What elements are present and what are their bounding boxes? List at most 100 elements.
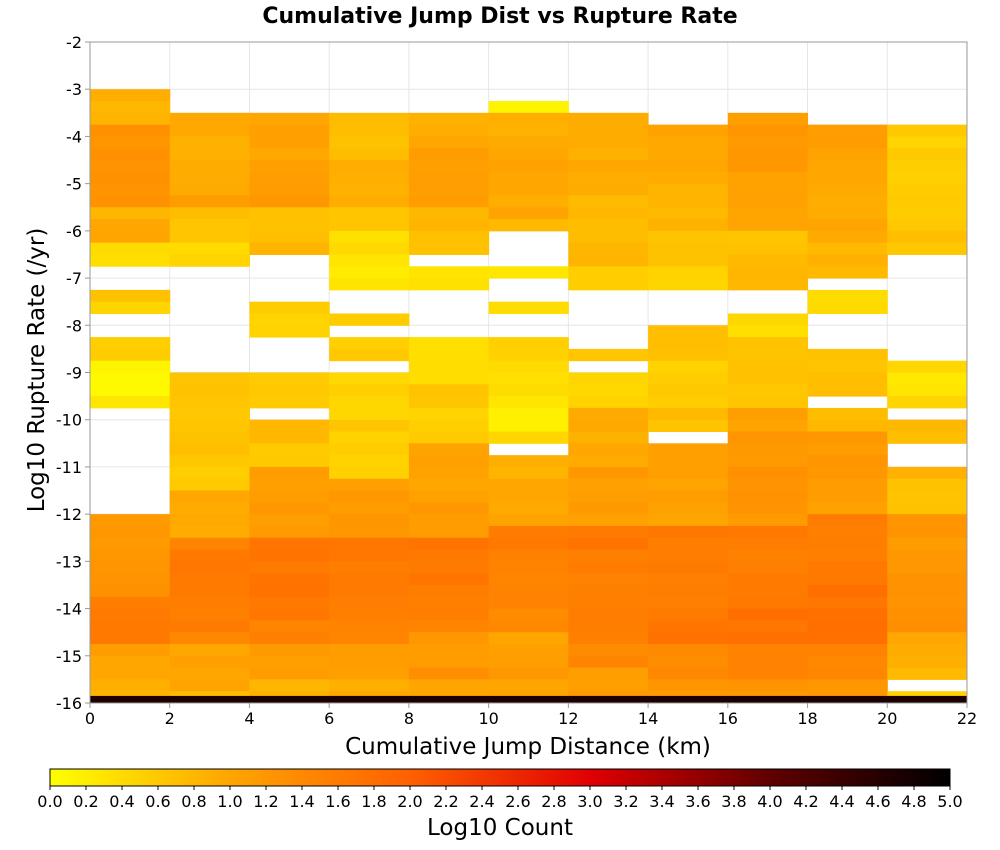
heatmap-cell	[648, 478, 729, 492]
heatmap-cell	[329, 136, 410, 149]
heatmap-cell	[807, 219, 888, 232]
heatmap-cell	[887, 242, 968, 255]
heatmap-cell	[90, 348, 171, 362]
heatmap-cell	[169, 372, 250, 385]
heatmap-cell	[887, 419, 968, 433]
heatmap-cell	[887, 573, 968, 586]
heatmap-cell	[807, 348, 888, 362]
heatmap-cell	[568, 195, 649, 208]
heatmap-cell	[887, 431, 968, 444]
heatmap-cell	[90, 608, 171, 621]
heatmap-cell	[329, 514, 410, 527]
heatmap-cell	[887, 219, 968, 232]
heatmap-cell	[169, 466, 250, 480]
heatmap-cell	[727, 643, 809, 657]
heatmap-cell	[169, 396, 250, 409]
heatmap-cell	[249, 549, 330, 562]
heatmap-cell	[648, 608, 729, 621]
heatmap-cell	[488, 360, 569, 373]
heatmap-cell	[169, 667, 250, 680]
heatmap-cell	[727, 667, 809, 680]
heatmap-cell	[329, 549, 410, 562]
heatmap-cell	[887, 478, 968, 492]
heatmap-cell	[727, 620, 809, 633]
heatmap-cell	[648, 348, 729, 362]
heatmap-cell	[488, 171, 569, 185]
heatmap-cell	[488, 655, 569, 669]
heatmap-cell	[329, 655, 410, 669]
heatmap-cell	[807, 537, 888, 551]
heatmap-cell	[887, 195, 968, 208]
heatmap-cell	[727, 266, 809, 279]
heatmap-cell	[727, 466, 809, 480]
heatmap-cell	[408, 419, 490, 433]
heatmap-cell	[648, 195, 729, 208]
heatmap-cell	[727, 384, 809, 397]
heatmap-cell	[488, 183, 569, 196]
heatmap-cell	[887, 620, 968, 633]
heatmap-cell	[648, 242, 729, 255]
heatmap-cell	[887, 207, 968, 220]
heatmap-cell	[408, 278, 490, 291]
heatmap-cell	[90, 360, 171, 373]
y-tick-label: -3	[66, 80, 82, 99]
heatmap-cell	[568, 679, 649, 692]
heatmap-cell	[887, 667, 968, 680]
heatmap-cell	[807, 372, 888, 385]
heatmap-cell	[648, 230, 729, 244]
heatmap-cell	[568, 419, 649, 433]
heatmap-bottom-row	[90, 695, 967, 703]
heatmap-cell	[90, 171, 171, 185]
heatmap-cell	[727, 596, 809, 610]
colorbar-label: Log10 Count	[427, 815, 573, 841]
heatmap-cell	[408, 466, 490, 480]
heatmap-cell	[488, 478, 569, 492]
heatmap-cell	[329, 525, 410, 539]
heatmap-cell	[408, 124, 490, 137]
heatmap-cell	[249, 301, 330, 314]
heatmap-cell	[249, 608, 330, 621]
heatmap-cell	[887, 171, 968, 185]
heatmap-cell	[408, 372, 490, 385]
heatmap-cell	[807, 266, 888, 279]
colorbar-tick-label: 2.4	[469, 792, 494, 811]
heatmap-cell	[329, 608, 410, 621]
heatmap-cell	[408, 679, 490, 692]
heatmap-cell	[329, 679, 410, 692]
heatmap-cell	[727, 478, 809, 492]
heatmap-cell	[329, 667, 410, 680]
heatmap-cell	[249, 643, 330, 657]
heatmap-cell	[90, 160, 171, 173]
heatmap-cell	[408, 573, 490, 586]
heatmap-cell	[568, 478, 649, 492]
heatmap-cell	[90, 195, 171, 208]
colorbar-tick-label: 3.8	[721, 792, 746, 811]
heatmap-cell	[727, 419, 809, 433]
heatmap-cell	[329, 632, 410, 645]
heatmap-cell	[90, 643, 171, 657]
heatmap-cell	[249, 573, 330, 586]
heatmap-cell	[249, 207, 330, 220]
heatmap-cell	[568, 584, 649, 598]
heatmap-cell	[169, 183, 250, 196]
heatmap-cell	[249, 667, 330, 680]
heatmap-cell	[249, 466, 330, 480]
heatmap-cell	[568, 573, 649, 586]
colorbar-tick-label: 1.6	[325, 792, 350, 811]
heatmap-cell	[648, 148, 729, 161]
heatmap-cell	[887, 584, 968, 598]
colorbar-tick-label: 4.8	[901, 792, 926, 811]
y-tick-label: -9	[66, 364, 82, 383]
heatmap-cell	[488, 608, 569, 621]
heatmap-cell	[648, 573, 729, 586]
heatmap-cell	[488, 301, 569, 314]
y-tick-label: -14	[56, 600, 82, 619]
heatmap-cell	[90, 667, 171, 680]
heatmap-cell	[887, 514, 968, 527]
heatmap-cell	[169, 537, 250, 551]
colorbar-tick-label: 2.2	[433, 792, 458, 811]
heatmap-cell	[90, 584, 171, 598]
heatmap-cell	[329, 124, 410, 137]
heatmap-cell	[807, 230, 888, 244]
x-tick-label: 18	[797, 709, 817, 728]
